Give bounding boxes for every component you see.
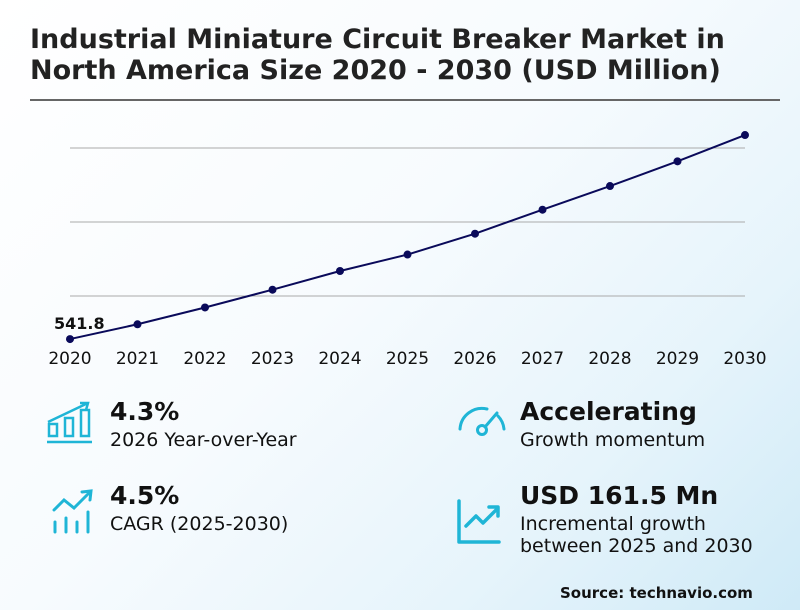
data-point [133, 320, 142, 329]
data-point [403, 250, 412, 259]
data-point [741, 131, 749, 140]
x-tick-label: 2027 [521, 349, 564, 369]
data-point [538, 205, 547, 214]
chart-title: Industrial Miniature Circuit Breaker Mar… [30, 24, 725, 86]
data-point [606, 182, 614, 191]
kpi-cagr: 4.5% CAGR (2025-2030) [110, 481, 288, 535]
kpi-label: CAGR (2025-2030) [110, 513, 289, 535]
x-tick-label: 2026 [453, 349, 496, 369]
x-tick-label: 2024 [318, 349, 361, 369]
bar-chart-growth-icon [47, 401, 92, 444]
kpi-incremental: USD 161.5 Mn Incremental growth between … [520, 481, 753, 557]
kpi-value: USD 161.5 Mn [520, 481, 719, 510]
x-tick-label: 2023 [251, 349, 294, 369]
data-point [268, 285, 277, 294]
x-tick-label: 2028 [588, 349, 631, 369]
kpi-label-line2: between 2025 and 2030 [520, 535, 753, 557]
kpi-label-line1: Incremental growth [520, 513, 706, 535]
trend-bars-icon [52, 489, 93, 534]
kpi-momentum: Accelerating Growth momentum [520, 397, 705, 451]
kpi-value: Accelerating [520, 397, 697, 426]
kpi-value: 4.5% [110, 481, 180, 510]
x-tick-label: 2022 [183, 349, 226, 369]
title-divider [30, 99, 780, 101]
data-point [201, 303, 209, 312]
x-tick-label: 2020 [48, 349, 91, 369]
kpi-label: Growth momentum [520, 429, 706, 451]
source-credit: Source: technavio.com [560, 584, 753, 602]
kpi-yoy: 4.3% 2026 Year-over-Year [110, 397, 297, 451]
x-tick-label: 2025 [386, 349, 429, 369]
series-line [69, 134, 746, 341]
kpi-value: 4.3% [110, 397, 180, 426]
data-point [336, 266, 344, 275]
line-chart-up-icon [457, 499, 501, 544]
line-chart: 2020 2021 2022 2023 2024 2025 2026 2027 2028 2029… [48, 131, 767, 369]
data-point [66, 335, 74, 344]
speedometer-icon [458, 406, 506, 436]
data-label: 541.8 [54, 314, 105, 333]
data-point [471, 229, 479, 238]
x-tick-label: 2021 [116, 349, 159, 369]
x-tick-label: 2029 [656, 349, 699, 369]
data-point [673, 157, 682, 166]
kpi-label: 2026 Year-over-Year [110, 429, 297, 451]
x-tick-label: 2030 [723, 349, 766, 369]
